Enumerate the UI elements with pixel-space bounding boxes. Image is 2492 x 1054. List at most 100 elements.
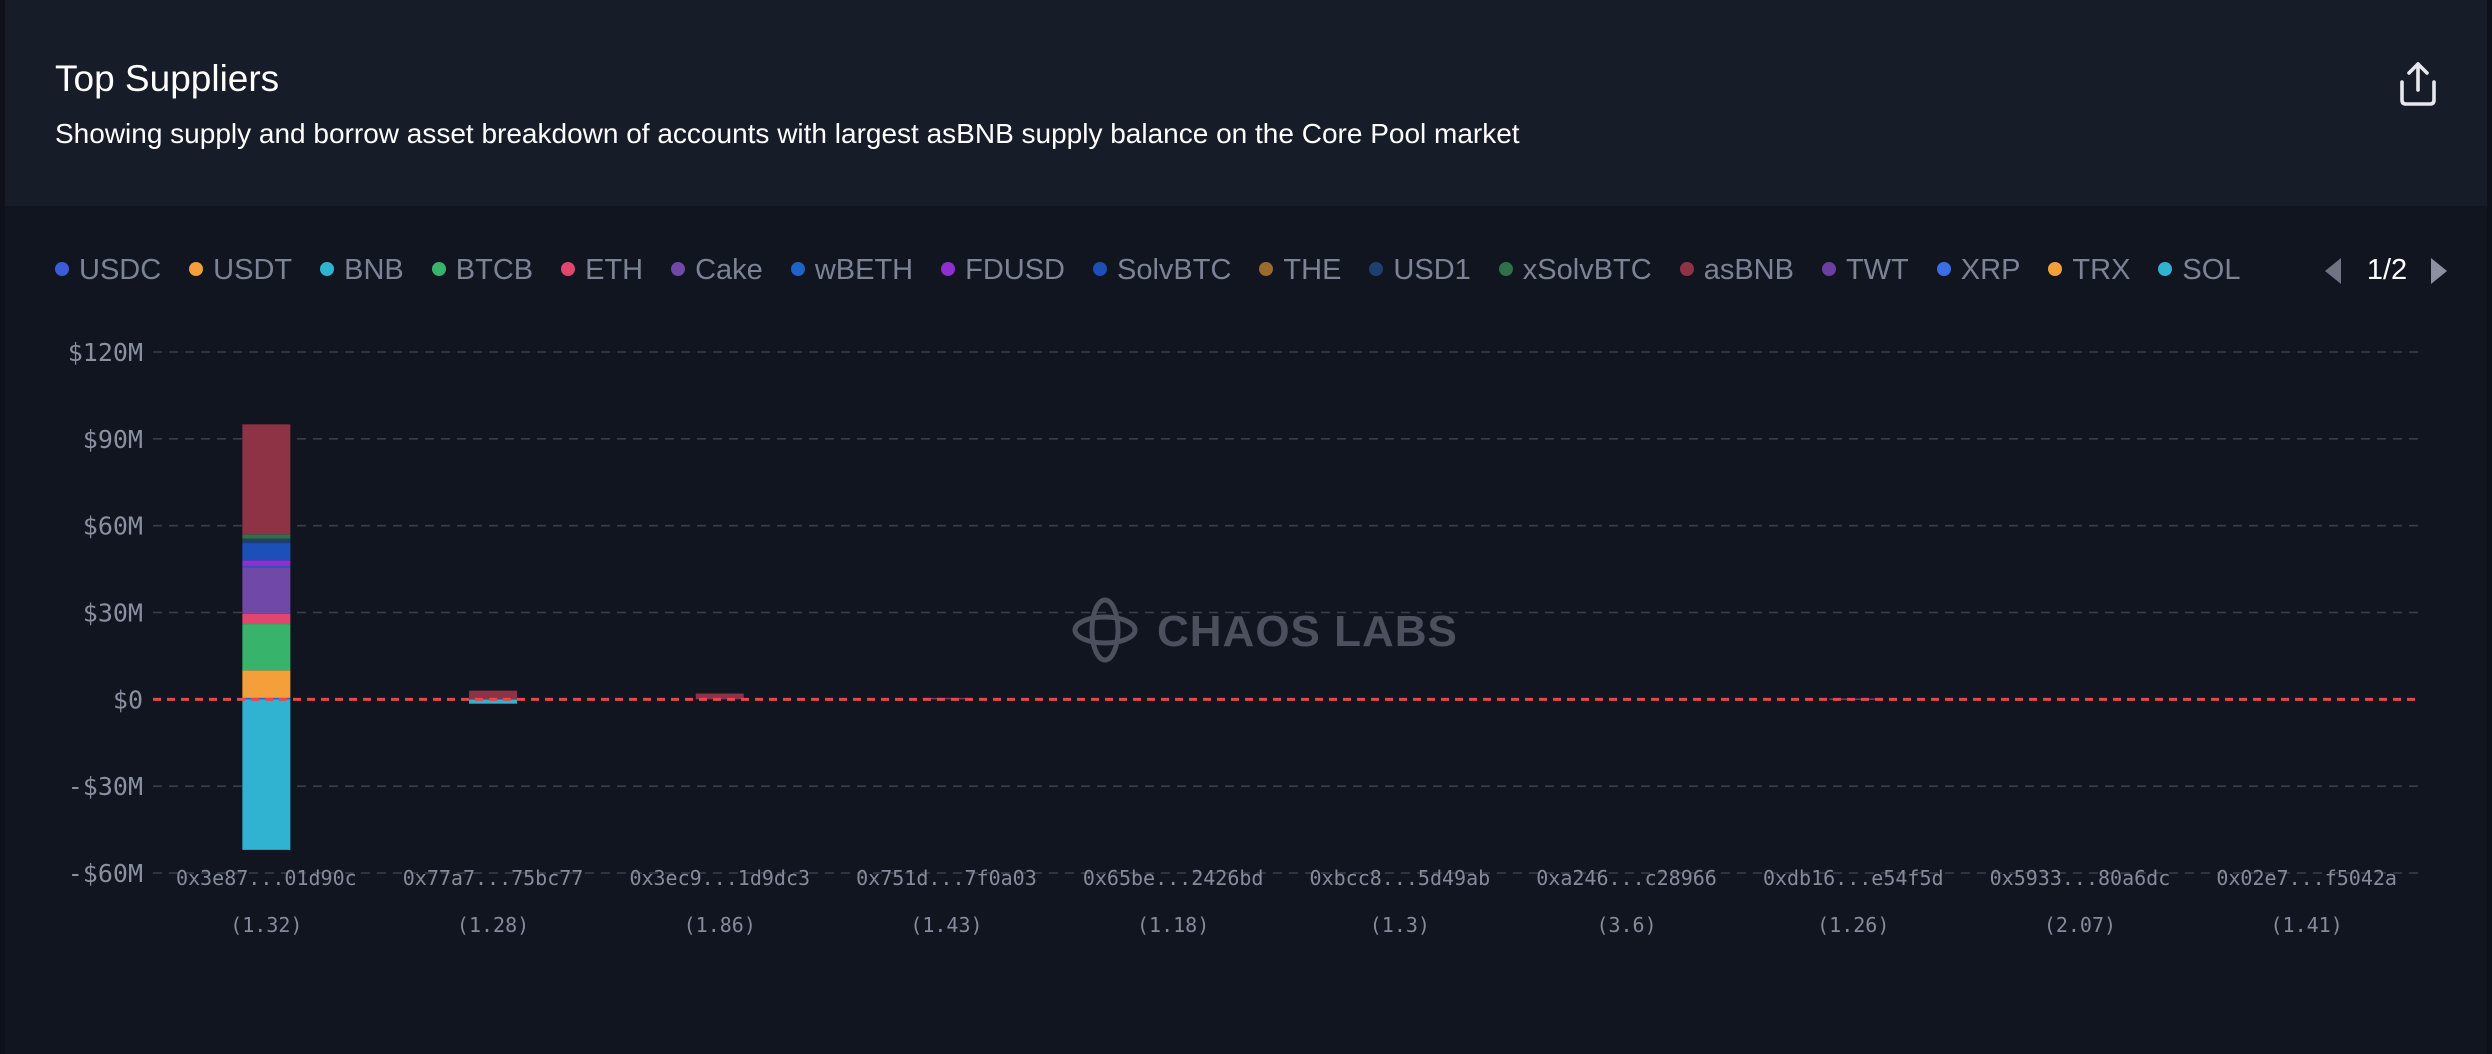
x-tick-label: 0x02e7...f5042a: [2216, 866, 2397, 890]
legend-dot-icon: [1679, 262, 1694, 277]
watermark-text: CHAOS LABS: [1157, 607, 1458, 656]
legend-item-bnb[interactable]: BNB: [320, 248, 404, 292]
legend-label: XRP: [1960, 254, 2021, 286]
x-tick-sublabel: (1.26): [1817, 913, 1889, 937]
bar-segment-asbnb[interactable]: [695, 693, 744, 700]
bar-segment-usdt[interactable]: [242, 670, 291, 698]
x-tick-sublabel: (1.28): [457, 913, 529, 937]
legend-page-indicator: 1/2: [2366, 254, 2408, 286]
x-tick-sublabel: (2.07): [2044, 913, 2116, 937]
legend-item-asbnb[interactable]: asBNB: [1679, 248, 1794, 292]
x-tick-label: 0xa246...c28966: [1536, 866, 1717, 890]
legend-label: SolvBTC: [1117, 254, 1232, 286]
legend-label: asBNB: [1703, 254, 1794, 286]
legend-dot-icon: [1821, 262, 1836, 277]
legend-label: FDUSD: [965, 254, 1065, 286]
legend-dot-icon: [55, 262, 69, 277]
legend-item-xsolvbtc[interactable]: xSolvBTC: [1498, 248, 1652, 292]
x-tick-label: 0xdb16...e54f5d: [1763, 866, 1944, 890]
chevron-right-icon[interactable]: [2427, 256, 2451, 286]
legend-item-usd1[interactable]: USD1: [1369, 248, 1471, 292]
legend-label: THE: [1283, 254, 1342, 286]
legend-item-usdc[interactable]: USDC: [55, 248, 161, 292]
legend-pager: 1/2: [2321, 248, 2451, 292]
legend-dot-icon: [561, 262, 576, 277]
stacked-bar-chart: -$60M -$30M $0 $30M $60M $90M $120M CHAOS LABS…: [68, 338, 2420, 937]
legend-item-fdusd[interactable]: FDUSD: [941, 248, 1065, 292]
x-tick-sublabel: (1.18): [1137, 913, 1209, 937]
x-tick-label: 0x3ec9...1d9dc3: [629, 866, 810, 890]
x-tick-label: 0x77a7...75bc77: [403, 866, 584, 890]
legend-label: BTCB: [455, 254, 534, 286]
legend-dot-icon: [671, 262, 686, 277]
x-tick-sublabel: (3.6): [1596, 913, 1656, 937]
legend-dot-icon: [790, 262, 805, 277]
legend-item-the[interactable]: THE: [1259, 248, 1341, 292]
card-subtitle: Showing supply and borrow asset breakdow…: [55, 118, 1520, 149]
chevron-left-icon[interactable]: [2321, 256, 2345, 286]
chaos-labs-watermark: CHAOS LABS: [1072, 597, 1458, 663]
legend-label: USD1: [1393, 254, 1471, 286]
x-tick-sublabel: (1.43): [910, 913, 982, 937]
legend-item-sol[interactable]: SOL: [2158, 248, 2240, 292]
x-tick-sublabel: (1.32): [230, 913, 302, 937]
x-tick-sublabel: (1.41): [2271, 913, 2343, 937]
y-tick-label: $90M: [83, 425, 143, 454]
legend-item-trx[interactable]: TRX: [2048, 248, 2130, 292]
legend-dot-icon: [189, 262, 204, 277]
y-tick-label: $0: [113, 685, 143, 714]
legend-dot-icon: [1936, 262, 1951, 277]
y-tick-label: $120M: [68, 338, 143, 367]
legend-dot-icon: [1369, 262, 1384, 277]
bar-segment-asbnb[interactable]: [242, 424, 291, 535]
bar-segment-xsolvbtc[interactable]: [242, 534, 291, 539]
legend-dot-icon: [941, 262, 956, 277]
legend-item-solvbtc[interactable]: SolvBTC: [1093, 248, 1231, 292]
legend-item-xrp[interactable]: XRP: [1936, 248, 2021, 292]
bar-segment-bnb[interactable]: [469, 699, 518, 704]
bar-segment-fdusd[interactable]: [242, 560, 291, 567]
legend-label: ETH: [585, 254, 644, 286]
legend-label: xSolvBTC: [1522, 254, 1652, 286]
bar-segment-cake[interactable]: [242, 567, 291, 614]
legend-dot-icon: [1259, 262, 1274, 277]
bar-segment-bnb[interactable]: [242, 699, 291, 850]
bar-segment-wbeth[interactable]: [242, 566, 291, 568]
chaos-labs-logo-icon: [1072, 597, 1138, 663]
legend-label: BNB: [344, 254, 404, 286]
y-tick-label: -$30M: [68, 772, 143, 801]
legend-item-cake[interactable]: Cake: [671, 248, 763, 292]
legend-dot-icon: [2158, 262, 2173, 277]
bar-segment-solvbtc[interactable]: [242, 543, 291, 561]
legend-dot-icon: [320, 262, 335, 277]
share-export-icon[interactable]: [2390, 58, 2446, 110]
legend-dot-icon: [431, 262, 446, 277]
legend-label: wBETH: [814, 254, 914, 286]
top-suppliers-card: Top Suppliers Showing supply and borrow …: [5, 0, 2487, 1054]
legend-dot-icon: [1093, 262, 1107, 277]
x-tick-label: 0x751d...7f0a03: [856, 866, 1037, 890]
x-tick-label: 0xbcc8...5d49ab: [1310, 866, 1491, 890]
legend-item-twt[interactable]: TWT: [1821, 248, 1909, 292]
legend-item-usdt[interactable]: USDT: [189, 248, 292, 292]
bar-segment-asbnb[interactable]: [469, 690, 518, 700]
y-tick-label: $60M: [83, 512, 143, 541]
chart-legend: USDC USDT BNB BTCB ETH Cake wBETH FDUSD SolvBTC T…: [55, 248, 2295, 292]
bar-segment-usd1[interactable]: [242, 538, 291, 544]
x-tick-label: 0x65be...2426bd: [1083, 866, 1264, 890]
x-tick-sublabel: (1.86): [684, 913, 756, 937]
legend-label: TWT: [1845, 254, 1909, 286]
bar-segment-btcb[interactable]: [242, 624, 291, 671]
legend-label: SOL: [2182, 254, 2241, 286]
legend-label: USDT: [213, 254, 293, 286]
bar-segment-eth[interactable]: [242, 613, 291, 625]
y-tick-label: $30M: [83, 599, 143, 628]
legend-label: TRX: [2072, 254, 2131, 286]
legend-item-wbeth[interactable]: wBETH: [790, 248, 914, 292]
legend-item-eth[interactable]: ETH: [561, 248, 643, 292]
legend-dot-icon: [1498, 262, 1513, 277]
x-tick-label: 0x5933...80a6dc: [1990, 866, 2171, 890]
card-header: Top Suppliers Showing supply and borrow …: [5, 0, 2487, 206]
bar-segment-asbnb[interactable]: [922, 697, 971, 700]
legend-item-btcb[interactable]: BTCB: [431, 248, 534, 292]
